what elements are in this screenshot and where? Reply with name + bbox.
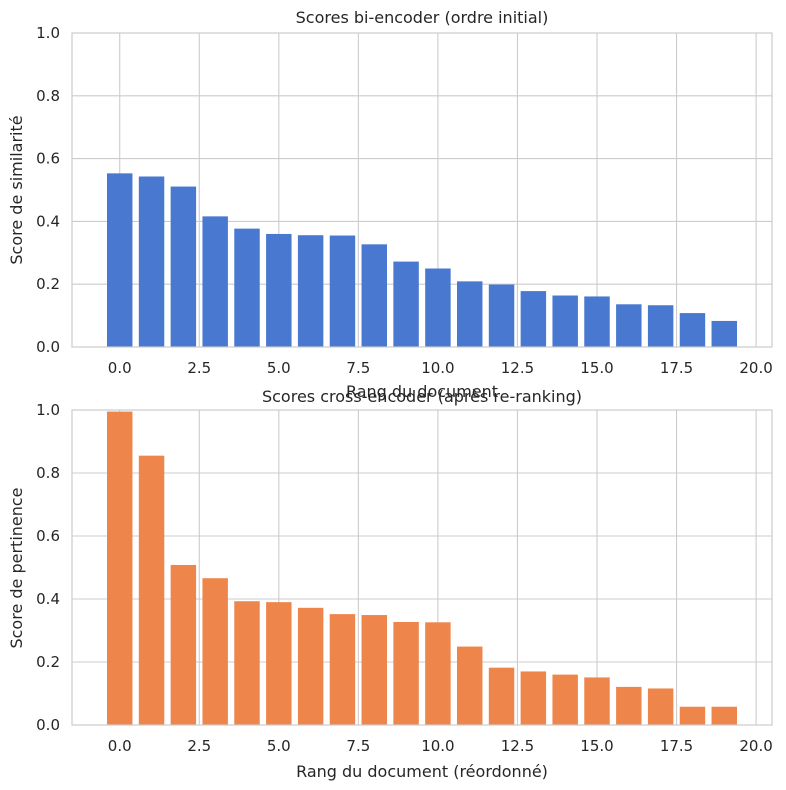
- bar: [552, 674, 578, 725]
- bar: [393, 621, 419, 725]
- y-axis-label: Score de similarité: [7, 115, 26, 264]
- bar: [234, 228, 260, 347]
- y-axis-label: Score de pertinence: [7, 487, 26, 648]
- x-tick-label: 15.0: [580, 737, 613, 755]
- x-tick-label: 10.0: [421, 359, 454, 377]
- bar: [457, 281, 483, 347]
- bar: [425, 268, 451, 347]
- bar: [393, 261, 419, 347]
- x-tick-label: 15.0: [580, 359, 613, 377]
- bar: [616, 686, 642, 725]
- bar: [202, 216, 228, 347]
- x-tick-label: 0.0: [108, 737, 132, 755]
- bar: [679, 313, 706, 347]
- bar: [520, 671, 547, 725]
- y-tick-label: 0.2: [36, 275, 60, 293]
- bar: [647, 688, 674, 725]
- bar: [425, 622, 451, 725]
- x-tick-label: 10.0: [421, 737, 454, 755]
- x-axis-label: Rang du document: [346, 382, 498, 401]
- bar: [107, 411, 133, 725]
- bar: [234, 601, 260, 725]
- bars: [107, 173, 737, 347]
- y-tick-label: 1.0: [36, 24, 60, 42]
- x-tick-label: 12.5: [501, 359, 534, 377]
- bar: [361, 615, 387, 725]
- bar: [202, 578, 228, 725]
- y-tick-label: 0.6: [36, 527, 60, 545]
- bar: [457, 646, 483, 725]
- y-tick-label: 1.0: [36, 401, 60, 419]
- bar: [170, 186, 197, 347]
- x-tick-label: 2.5: [187, 737, 211, 755]
- bar: [297, 235, 324, 347]
- x-tick-label: 17.5: [660, 737, 693, 755]
- bar: [679, 706, 706, 725]
- chart-title: Scores bi-encoder (ordre initial): [296, 8, 549, 27]
- bar: [138, 176, 165, 347]
- y-tick-label: 0.2: [36, 653, 60, 671]
- x-tick-label: 0.0: [108, 359, 132, 377]
- y-tick-label: 0.8: [36, 87, 60, 105]
- bar: [266, 602, 292, 725]
- cross-encoder-chart: Scores cross-encoder (après re-ranking) …: [7, 387, 773, 781]
- x-tick-label: 7.5: [346, 737, 370, 755]
- plot-frame: [71, 409, 773, 726]
- bar: [488, 667, 515, 725]
- x-tick-label: 5.0: [267, 737, 291, 755]
- plot-frame: [71, 32, 773, 348]
- bars: [107, 411, 737, 725]
- bi-encoder-chart: Scores bi-encoder (ordre initial) Rang d…: [7, 8, 773, 401]
- chart-title: Scores cross-encoder (après re-ranking): [262, 387, 582, 406]
- y-tick-label: 0.6: [36, 150, 60, 168]
- bar: [616, 304, 642, 347]
- bar: [329, 614, 356, 725]
- bar: [711, 706, 737, 725]
- bar: [647, 305, 674, 347]
- bar: [520, 291, 547, 347]
- bar: [329, 235, 356, 347]
- x-tick-label: 20.0: [739, 737, 772, 755]
- bar: [361, 244, 387, 347]
- x-tick-label: 7.5: [346, 359, 370, 377]
- bar: [711, 320, 737, 347]
- y-tick-label: 0.4: [36, 590, 60, 608]
- bar: [266, 233, 292, 347]
- x-tick-label: 20.0: [739, 359, 772, 377]
- x-axis-label: Rang du document (réordonné): [296, 762, 548, 781]
- x-tick-label: 17.5: [660, 359, 693, 377]
- bar: [107, 173, 133, 347]
- bar: [584, 677, 610, 725]
- bar: [138, 455, 165, 725]
- bar: [488, 284, 515, 347]
- bar: [170, 564, 197, 725]
- bar: [552, 295, 578, 347]
- bar: [297, 607, 324, 725]
- y-tick-label: 0.4: [36, 212, 60, 230]
- y-tick-label: 0.0: [36, 716, 60, 734]
- y-tick-label: 0.0: [36, 338, 60, 356]
- bar: [584, 296, 610, 347]
- x-tick-label: 2.5: [187, 359, 211, 377]
- x-tick-label: 5.0: [267, 359, 291, 377]
- x-tick-label: 12.5: [501, 737, 534, 755]
- y-tick-label: 0.8: [36, 464, 60, 482]
